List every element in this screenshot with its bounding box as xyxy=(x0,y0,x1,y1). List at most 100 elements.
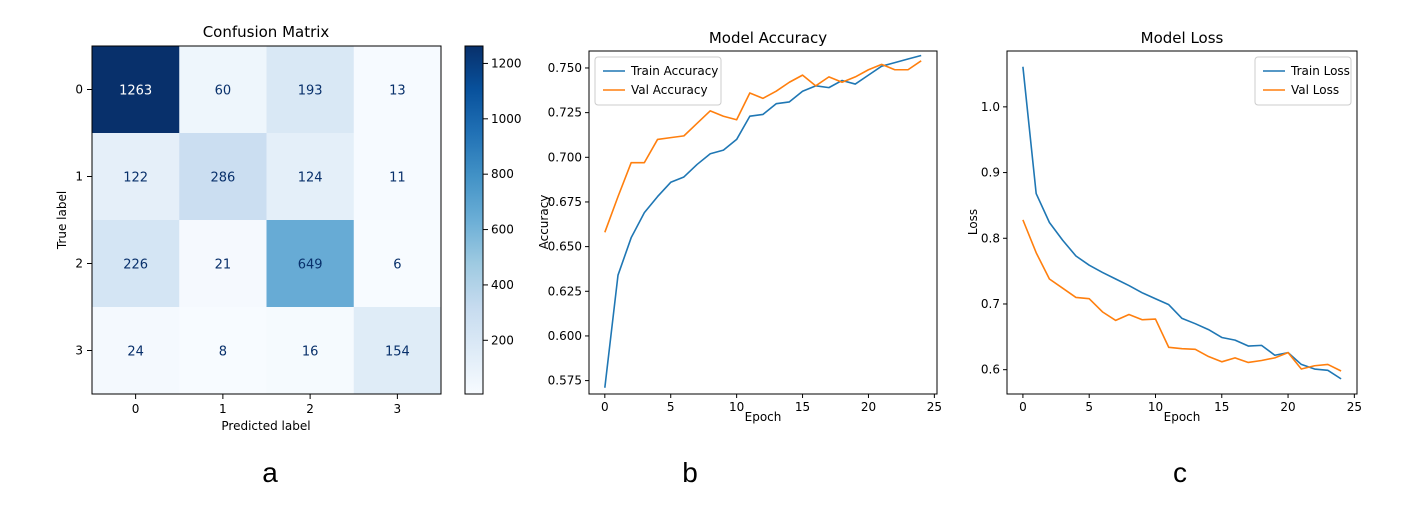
y-tick-label: 0 xyxy=(75,83,83,97)
heatmap-cell: 286 xyxy=(179,133,267,221)
y-tick-label: 0.675 xyxy=(548,195,582,209)
y-axis-ticks: 0.575 0.600 0.625 0.650 0.675 0.700 0.725 0.750 xyxy=(548,61,589,388)
cell-fill xyxy=(179,46,267,134)
colorbar-gradient xyxy=(464,45,484,395)
cell-value: 11 xyxy=(389,171,406,186)
heatmap-cell: 13 xyxy=(353,46,442,134)
legend-entry: Val Loss xyxy=(1263,83,1339,97)
cell-fill xyxy=(266,133,355,221)
cell-fill xyxy=(179,133,267,221)
x-tick-label: 20 xyxy=(861,400,876,414)
y-tick-label: 0.9 xyxy=(981,166,1000,180)
cell-fill xyxy=(179,307,267,395)
heatmap-cell: 11 xyxy=(353,133,442,221)
y-tick-label: 1.0 xyxy=(981,100,1000,114)
chart-title: Model Accuracy xyxy=(709,29,827,47)
cell-value: 13 xyxy=(389,84,406,99)
cell-fill xyxy=(92,46,180,134)
x-tick-label: 5 xyxy=(667,400,675,414)
colorbar-tick-label: 200 xyxy=(491,333,514,347)
cell-fill xyxy=(266,46,355,134)
heatmap-cell: 8 xyxy=(179,307,267,395)
x-tick-label: 0 xyxy=(601,400,609,414)
y-axis-label: True label xyxy=(55,191,69,250)
heatmap-cell: 154 xyxy=(353,307,442,395)
heatmap-cell: 649 xyxy=(266,220,355,308)
y-tick-label: 0.8 xyxy=(981,231,1000,245)
series-lines xyxy=(604,54,922,388)
legend-label: Train Accuracy xyxy=(630,64,718,78)
accuracy-line-chart: Model Accuracy 0 5 10 15 20 25 0.575 0.600 0.62… xyxy=(537,29,942,488)
series-line xyxy=(604,54,922,388)
x-tick-label: 0 xyxy=(1019,400,1027,414)
series-line xyxy=(1022,66,1342,380)
heatmap-cell: 16 xyxy=(266,307,355,395)
x-tick-label: 15 xyxy=(795,400,810,414)
cell-fill xyxy=(266,220,355,308)
cell-value: 122 xyxy=(123,171,148,186)
cell-value: 286 xyxy=(210,171,235,186)
cell-value: 8 xyxy=(219,345,227,360)
y-axis-ticks: 0.6 0.7 0.8 0.9 1.0 xyxy=(981,100,1007,377)
legend-entry: Train Accuracy xyxy=(603,64,718,78)
heatmap-cell: 122 xyxy=(92,133,180,221)
x-tick-label: 10 xyxy=(1148,400,1163,414)
panel-label-a: a xyxy=(262,457,278,488)
colorbar-tick-label: 800 xyxy=(491,167,514,181)
cell-fill xyxy=(179,220,267,308)
y-axis-label: Accuracy xyxy=(537,195,551,250)
x-axis-label: Epoch xyxy=(745,410,782,424)
x-tick-label: 20 xyxy=(1280,400,1295,414)
heatmap-cells: 1263 60 193 13 122 286 124 11 226 21 649 6 24 8 16 154 xyxy=(92,46,442,395)
legend-label: Train Loss xyxy=(1290,64,1350,78)
cell-value: 24 xyxy=(127,345,144,360)
colorbar-tick-label: 1000 xyxy=(491,112,522,126)
y-tick-label: 1 xyxy=(75,170,83,184)
legend-frame xyxy=(1254,56,1352,106)
heatmap-cell: 1263 xyxy=(92,46,180,134)
colorbar-tick-label: 1200 xyxy=(491,56,522,70)
x-tick-label: 2 xyxy=(306,402,314,416)
cell-value: 21 xyxy=(215,258,232,273)
cell-value: 6 xyxy=(393,258,401,273)
cell-value: 193 xyxy=(298,84,323,99)
heatmap-cell: 60 xyxy=(179,46,267,134)
y-axis-label: Loss xyxy=(966,209,980,235)
x-tick-label: 0 xyxy=(132,402,140,416)
cell-fill xyxy=(92,133,180,221)
y-tick-label: 3 xyxy=(75,344,83,358)
cell-fill xyxy=(353,220,442,308)
x-axis-label: Predicted label xyxy=(221,419,310,433)
legend: Train Loss Val Loss xyxy=(1254,56,1352,106)
y-tick-label: 2 xyxy=(75,257,83,271)
x-tick-label: 15 xyxy=(1214,400,1229,414)
y-tick-label: 0.600 xyxy=(548,329,582,343)
colorbar-tick-label: 600 xyxy=(491,223,514,237)
heatmap-cell: 193 xyxy=(266,46,355,134)
y-tick-label: 0.625 xyxy=(548,284,582,298)
cell-value: 649 xyxy=(298,258,323,273)
cell-fill xyxy=(353,133,442,221)
panel-label-b: b xyxy=(682,457,698,488)
cell-fill xyxy=(266,307,355,395)
cell-value: 60 xyxy=(215,84,232,99)
chart-title: Model Loss xyxy=(1141,29,1224,47)
legend-frame xyxy=(594,56,722,106)
legend: Train Accuracy Val Accuracy xyxy=(594,56,722,106)
y-tick-label: 0.750 xyxy=(548,61,582,75)
loss-line-chart: Model Loss 0 5 10 15 20 25 0.6 0.7 0.8 0.9 1.0 Tr… xyxy=(966,29,1362,488)
y-tick-label: 0.650 xyxy=(548,240,582,254)
plot-frame xyxy=(588,50,938,395)
y-tick-label: 0.6 xyxy=(981,363,1000,377)
plot-frame xyxy=(91,45,442,395)
y-tick-label: 0.725 xyxy=(548,106,582,120)
x-axis-ticks: 0 5 10 15 20 25 xyxy=(601,394,942,414)
heatmap-cell: 124 xyxy=(266,133,355,221)
x-axis-label: Epoch xyxy=(1164,410,1201,424)
series-line xyxy=(1022,219,1342,372)
x-tick-label: 3 xyxy=(394,402,402,416)
colorbar-ticks: 200 400 600 800 1000 1200 xyxy=(483,56,522,347)
colorbar-tick-label: 400 xyxy=(491,278,514,292)
x-tick-label: 10 xyxy=(729,400,744,414)
x-tick-label: 1 xyxy=(219,402,227,416)
